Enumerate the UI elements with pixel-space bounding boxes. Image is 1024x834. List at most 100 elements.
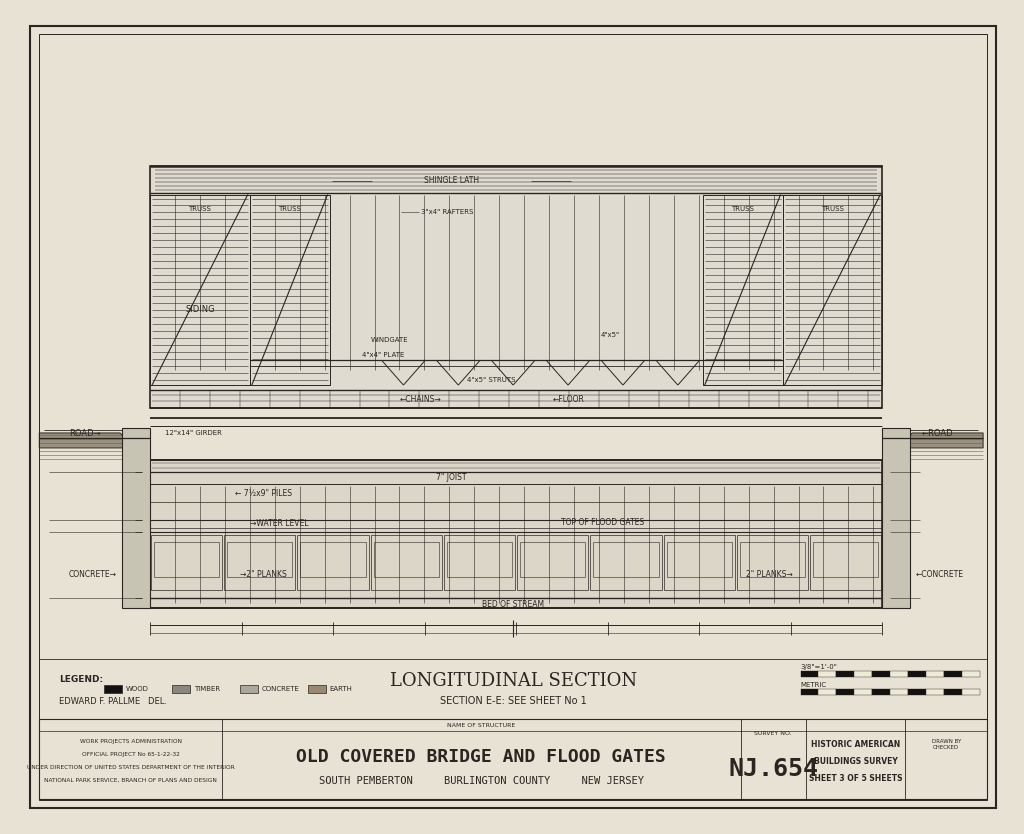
Text: 4"x5" STRUTS: 4"x5" STRUTS	[467, 377, 515, 383]
Text: TRUSS: TRUSS	[188, 207, 211, 213]
Bar	[801, 690, 818, 696]
Bar	[151, 166, 883, 408]
Circle shape	[256, 492, 397, 633]
Text: 3/8"=1'-0": 3/8"=1'-0"	[801, 665, 838, 671]
Bar	[307, 686, 326, 693]
Bar	[374, 542, 439, 576]
Bar	[872, 690, 890, 696]
Bar	[927, 671, 944, 677]
Text: TRUSS: TRUSS	[731, 207, 754, 213]
Bar	[667, 542, 732, 576]
Text: 2" PLANKS→: 2" PLANKS→	[745, 570, 793, 579]
Text: SHEET 3 OF 5 SHEETS: SHEET 3 OF 5 SHEETS	[809, 774, 902, 782]
Bar	[154, 542, 219, 576]
Bar	[883, 428, 910, 607]
Polygon shape	[883, 433, 983, 453]
Bar	[908, 690, 927, 696]
Bar	[227, 542, 293, 576]
Text: DRAWN BY
CHECKED: DRAWN BY CHECKED	[932, 739, 961, 750]
Bar	[854, 690, 872, 696]
Bar	[520, 542, 586, 576]
Bar	[122, 428, 151, 607]
Bar	[444, 535, 515, 590]
Text: UNDER DIRECTION OF UNITED STATES DEPARTMENT OF THE INTERIOR: UNDER DIRECTION OF UNITED STATES DEPARTM…	[27, 765, 234, 770]
Bar	[801, 671, 818, 677]
Bar	[593, 542, 658, 576]
Text: OFFICIAL PROJECT No 65-1-22-32: OFFICIAL PROJECT No 65-1-22-32	[82, 751, 179, 756]
Text: HISTORIC AMERICAN: HISTORIC AMERICAN	[811, 740, 900, 749]
Text: TOP OF FLOOD GATES: TOP OF FLOOD GATES	[561, 518, 644, 527]
Bar	[151, 460, 883, 607]
Bar	[224, 535, 296, 590]
Bar	[837, 671, 854, 677]
Bar	[300, 542, 366, 576]
Bar	[872, 671, 890, 677]
Text: SIDING: SIDING	[185, 305, 215, 314]
Text: ← 7½x9" PILES: ← 7½x9" PILES	[234, 490, 292, 499]
Text: SHINGLE LATH: SHINGLE LATH	[424, 176, 479, 185]
Bar	[944, 690, 963, 696]
Text: SURVEY NO.: SURVEY NO.	[755, 731, 792, 736]
Bar	[371, 535, 442, 590]
Text: →WATER LEVEL: →WATER LEVEL	[250, 520, 308, 528]
Text: TIMBER: TIMBER	[194, 686, 220, 692]
Bar	[818, 671, 837, 677]
Bar	[818, 690, 837, 696]
Bar	[298, 535, 369, 590]
Bar	[837, 690, 854, 696]
Text: 3"x4" RAFTERS: 3"x4" RAFTERS	[422, 209, 474, 215]
Bar	[782, 194, 883, 385]
Bar	[737, 535, 808, 590]
Text: WORK PROJECTS ADMINISTRATION: WORK PROJECTS ADMINISTRATION	[80, 739, 181, 744]
Bar	[944, 671, 963, 677]
Bar	[104, 686, 122, 693]
Circle shape	[369, 423, 535, 587]
Text: WINDGATE: WINDGATE	[371, 337, 409, 343]
Bar	[240, 686, 258, 693]
Text: SECTION E-E: SEE SHEET No 1: SECTION E-E: SEE SHEET No 1	[440, 696, 587, 706]
Bar	[446, 542, 512, 576]
Bar	[813, 542, 879, 576]
Text: NJ.654: NJ.654	[728, 757, 818, 781]
Text: ←CONCRETE: ←CONCRETE	[915, 570, 964, 579]
Text: →2" PLANKS: →2" PLANKS	[240, 570, 287, 579]
Circle shape	[440, 386, 593, 538]
Text: EDWARD F. PALLME   DEL.: EDWARD F. PALLME DEL.	[59, 697, 167, 706]
Bar	[517, 535, 589, 590]
Text: TRUSS: TRUSS	[279, 207, 301, 213]
Bar	[963, 671, 980, 677]
Bar	[740, 542, 805, 576]
Text: 7" JOIST: 7" JOIST	[436, 474, 467, 482]
Bar	[151, 194, 250, 385]
Bar	[810, 535, 882, 590]
Text: ←FLOOR: ←FLOOR	[553, 394, 585, 404]
Text: METRIC: METRIC	[801, 682, 826, 688]
Bar	[963, 690, 980, 696]
Text: EARTH: EARTH	[330, 686, 352, 692]
Bar	[39, 719, 987, 799]
Text: OLD COVERED BRIDGE AND FLOOD GATES: OLD COVERED BRIDGE AND FLOOD GATES	[296, 748, 667, 766]
Bar	[890, 690, 908, 696]
Bar	[250, 194, 330, 385]
Bar	[591, 535, 662, 590]
Text: TRUSS: TRUSS	[821, 207, 844, 213]
Bar	[908, 671, 927, 677]
Text: 4"x5": 4"x5"	[601, 332, 621, 339]
Text: 4"x4" PLATE: 4"x4" PLATE	[361, 352, 403, 358]
Circle shape	[561, 409, 673, 520]
Text: WOOD: WOOD	[126, 686, 148, 692]
Bar	[664, 535, 735, 590]
Bar	[151, 535, 222, 590]
Text: NATIONAL PARK SERVICE, BRANCH OF PLANS AND DESIGN: NATIONAL PARK SERVICE, BRANCH OF PLANS A…	[44, 777, 217, 782]
Text: ←CHAINS→: ←CHAINS→	[400, 394, 441, 404]
Text: LONGITUDINAL SECTION: LONGITUDINAL SECTION	[389, 672, 637, 691]
Text: NAME OF STRUCTURE: NAME OF STRUCTURE	[447, 723, 515, 728]
Text: LEGEND:: LEGEND:	[59, 675, 103, 684]
Polygon shape	[39, 433, 151, 463]
Text: BUILDINGS SURVEY: BUILDINGS SURVEY	[813, 756, 897, 766]
Text: SOUTH PEMBERTON     BURLINGTON COUNTY     NEW JERSEY: SOUTH PEMBERTON BURLINGTON COUNTY NEW JE…	[318, 776, 644, 786]
Text: ROAD→: ROAD→	[70, 430, 100, 439]
Text: ←ROAD: ←ROAD	[922, 430, 953, 439]
Text: CONCRETE: CONCRETE	[262, 686, 300, 692]
Text: BED OF STREAM: BED OF STREAM	[482, 600, 544, 609]
